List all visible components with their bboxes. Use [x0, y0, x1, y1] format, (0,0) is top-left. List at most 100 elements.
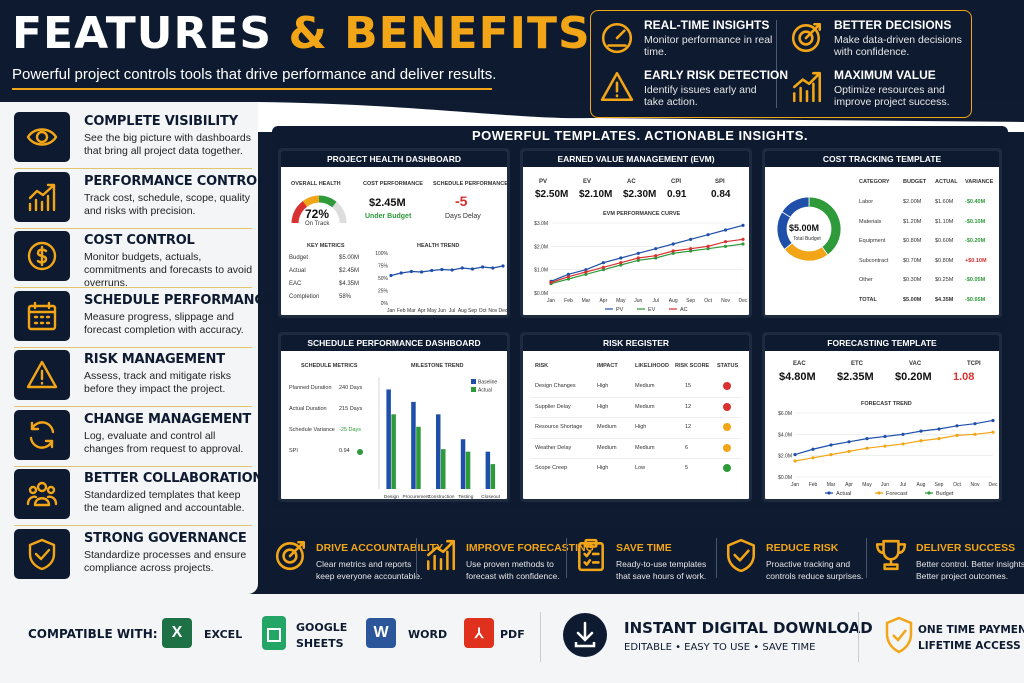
data-point — [883, 434, 887, 439]
y-tick-label: $1.0M — [534, 268, 548, 274]
benefit-desc: Better control. Better insights. Better p… — [916, 559, 1024, 581]
data-point — [689, 247, 693, 251]
warning-icon — [600, 71, 634, 102]
metric-label: Completion — [289, 294, 320, 300]
table-cell: Medium — [597, 424, 617, 430]
data-point — [883, 444, 887, 448]
table-header: ACTUAL — [935, 179, 958, 185]
data-point — [723, 228, 728, 232]
feature-item: CHANGE MANAGEMENT Log, evaluate and contr… — [14, 409, 254, 468]
data-point — [865, 437, 869, 441]
card-title: SCHEDULE PERFORMANCE DASHBOARD — [281, 335, 507, 351]
risk-register-card[interactable]: RISK REGISTER RISK IMPACT LIKELIHOOD RISK S… — [520, 332, 752, 502]
benefit-title: SAVE TIME — [616, 542, 672, 554]
data-point — [399, 271, 403, 275]
data-point — [829, 453, 833, 457]
data-point — [601, 268, 605, 272]
feature-desc: Measure progress, slippage and forecast … — [84, 310, 244, 336]
clipboard-icon — [578, 538, 604, 572]
table-cell: -$0.05M — [965, 277, 986, 283]
y-tick-label: $2.0M — [778, 454, 792, 460]
x-tick-label: Feb — [397, 308, 406, 314]
project-health-card[interactable]: PROJECT HEALTH DASHBOARD OVERALL HEALTH … — [278, 148, 510, 318]
dollar-icon — [27, 241, 57, 271]
legend-swatch — [471, 387, 476, 392]
y-tick-label: $2.0M — [534, 244, 548, 250]
table-cell: Resource Shortage — [535, 424, 583, 430]
compatible-label: COMPATIBLE WITH: — [28, 627, 158, 641]
data-point — [741, 242, 745, 246]
table-cell: High — [635, 424, 647, 430]
table-header: BUDGET — [903, 179, 927, 185]
data-point — [654, 256, 658, 260]
legend-label: PV — [616, 307, 624, 313]
x-tick-label: May — [427, 308, 437, 314]
pdf-icon: ⅄ — [464, 618, 494, 648]
metric-label: Budget — [289, 255, 309, 261]
overall-health-status: On Track — [305, 221, 330, 227]
cost-tracking-card[interactable]: COST TRACKING TEMPLATE $5.00M Total Budg… — [762, 148, 1002, 318]
card-title: FORECASTING TEMPLATE — [765, 335, 999, 351]
table-cell: Equipment — [859, 238, 886, 244]
data-point — [549, 280, 553, 285]
data-point — [566, 277, 571, 281]
x-tick-label: Dec — [989, 482, 998, 488]
feature-desc: Track cost, schedule, scope, quality and… — [84, 191, 250, 217]
x-tick-label: Testing — [458, 494, 474, 500]
x-tick-label: Procurement — [402, 494, 430, 500]
data-point — [723, 240, 728, 244]
legend-label: Actual — [836, 491, 851, 497]
bar — [465, 451, 471, 489]
schedule-performance-value: -5 — [455, 193, 468, 209]
gauge-icon — [601, 22, 633, 54]
card-title: COST TRACKING TEMPLATE — [765, 151, 999, 167]
schedule-dashboard-card[interactable]: SCHEDULE PERFORMANCE DASHBOARD SCHEDULE … — [278, 332, 510, 502]
google-sheets-icon — [262, 616, 286, 650]
benefit-desc: Use proven methods to forecast with confi… — [466, 559, 560, 581]
table-cell: $2.00M — [903, 199, 922, 205]
x-tick-label: Nov — [488, 308, 497, 314]
data-point — [501, 264, 505, 268]
data-point — [636, 258, 640, 262]
download-subtitle: EDITABLE • EASY TO USE • SAVE TIME — [624, 642, 816, 653]
table-cell: 12 — [685, 424, 692, 430]
bar — [386, 389, 391, 489]
download-icon[interactable] — [562, 612, 608, 658]
series-line — [794, 431, 994, 462]
trophy-icon — [875, 539, 907, 571]
metric-value: -25 Days — [339, 427, 362, 433]
table-header: LIKELIHOOD — [635, 363, 669, 369]
x-tick-label: Jun — [438, 308, 446, 314]
target-icon — [275, 540, 306, 571]
word-icon: W — [366, 618, 396, 648]
data-point — [955, 424, 959, 428]
table-cell: +$0.10M — [965, 257, 987, 264]
data-point — [689, 249, 693, 253]
feature-item: STRONG GOVERNANCE Standardize processes a… — [14, 528, 254, 587]
forecasting-card[interactable]: FORECASTING TEMPLATE FORECAST TREND $6.0… — [762, 332, 1002, 502]
data-point — [601, 261, 605, 265]
benefit-divider — [566, 538, 567, 578]
x-tick-label: Sep — [686, 298, 695, 304]
table-header: IMPACT — [597, 363, 618, 369]
x-tick-label: Design — [384, 494, 399, 500]
kpi-value: $2.50M — [535, 189, 569, 200]
x-tick-label: Apr — [845, 482, 853, 488]
x-tick-label: Sep — [468, 308, 477, 314]
app-label: PDF — [500, 628, 525, 641]
highlight-title: BETTER DECISIONS — [834, 18, 952, 32]
data-point — [793, 459, 797, 463]
bar — [490, 464, 496, 489]
feature-desc: Standardized templates that keep the tea… — [84, 489, 245, 514]
data-point — [566, 272, 571, 276]
x-tick-label: Dec — [499, 308, 507, 314]
table-cell: Medium — [597, 444, 617, 451]
metric-value: 215 Days — [339, 406, 363, 412]
donut-slice — [783, 242, 829, 262]
kpi-value: $2.35M — [837, 371, 874, 383]
evm-card[interactable]: EARNED VALUE MANAGEMENT (EVM) EVM PERFOR… — [520, 148, 752, 318]
highlights-divider — [776, 20, 777, 108]
data-point — [601, 265, 605, 269]
